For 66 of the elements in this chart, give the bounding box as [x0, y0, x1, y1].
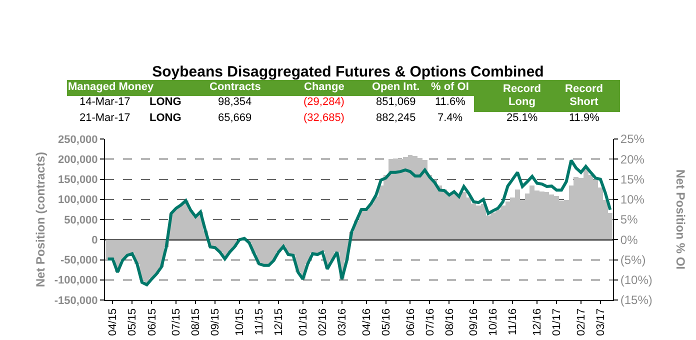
y2-tick-label: 5% [620, 212, 638, 227]
text: 11.9% [569, 112, 600, 125]
x-tick-label: 07/15 [170, 308, 183, 336]
text: 98,354 [218, 96, 252, 109]
x-tick-label: 09/15 [210, 308, 222, 336]
text: Record Long [502, 83, 542, 109]
text: Managed Money [68, 81, 154, 94]
text: LONG [150, 112, 182, 125]
y-axis-title: Net Position (contracts) [34, 152, 48, 288]
y2-axis-title: Net Position % OI [674, 170, 688, 270]
x-tick-label: 03/16 [336, 308, 349, 336]
y-tick-label: 250,000 [58, 134, 98, 146]
y2-tick-label: 10% [620, 192, 645, 207]
y-tick-label: 150,000 [58, 174, 98, 186]
text: LONG [150, 96, 182, 109]
x-tick-label: 01/16 [297, 308, 310, 336]
text: (32,685) [304, 112, 344, 125]
x-tick-label: 06/15 [146, 308, 158, 336]
text: 25.1% [506, 112, 538, 125]
x-tick-label: 02/16 [316, 308, 329, 336]
text: 11.6% [435, 96, 466, 109]
y2-tick-label: (5%) [620, 252, 646, 267]
x-tick-label: 11/16 [507, 308, 520, 336]
x-tick-label: 06/16 [404, 308, 417, 336]
text: Change [304, 81, 344, 94]
y-tick-label: 100,000 [58, 194, 98, 206]
y2-tick-label: 0% [620, 232, 638, 247]
y2-tick-label: 15% [620, 172, 645, 186]
text: 851,069 [376, 96, 416, 109]
y-tick-label: 200,000 [58, 154, 98, 166]
x-tick-label: 08/15 [190, 308, 202, 336]
text: 7.4% [438, 112, 463, 125]
x-tick-label: 04/16 [360, 308, 373, 336]
text: 14-Mar-17 [80, 96, 130, 109]
x-tick-label: 10/15 [234, 308, 246, 336]
x-tick-label: 07/16 [424, 308, 436, 336]
text: 882,245 [376, 112, 416, 125]
x-tick-label: 03/17 [595, 308, 608, 336]
text: Open Int. [372, 81, 420, 94]
y-tick-label: -150,000 [54, 294, 98, 307]
x-tick-label: 11/15 [254, 308, 266, 336]
y-tick-label: 50,000 [64, 214, 98, 226]
x-tick-label: 05/15 [126, 308, 139, 336]
x-tick-label: 12/16 [532, 308, 544, 336]
text: Record Short [564, 83, 604, 109]
text: 65,669 [218, 112, 252, 125]
x-tick-label: 09/16 [468, 308, 480, 336]
y2-tick-label: (10%) [620, 273, 652, 288]
x-tick-label: 04/15 [107, 308, 120, 336]
text: % of OI [431, 81, 469, 94]
y-tick-label: 0 [92, 234, 98, 246]
text: 21-Mar-17 [80, 112, 130, 125]
text: Contracts [210, 81, 261, 94]
x-tick-label: 08/16 [444, 308, 456, 336]
chart-title: Soybeans Disaggregated Futures & Options Combined [152, 63, 544, 80]
y-tick-label: -100,000 [54, 274, 98, 287]
y2-tick-label: (15%) [620, 293, 652, 308]
x-tick-label: 10/16 [488, 308, 500, 336]
text: (29,284) [304, 96, 344, 109]
y2-tick-label: 20% [620, 152, 645, 166]
y2-tick-label: 25% [620, 132, 645, 146]
x-tick-label: 02/17 [576, 308, 588, 336]
y-tick-label: -50,000 [60, 254, 98, 267]
x-tick-label: 05/16 [380, 308, 392, 336]
x-tick-label: 01/17 [551, 308, 564, 336]
x-tick-label: 12/15 [273, 308, 286, 336]
